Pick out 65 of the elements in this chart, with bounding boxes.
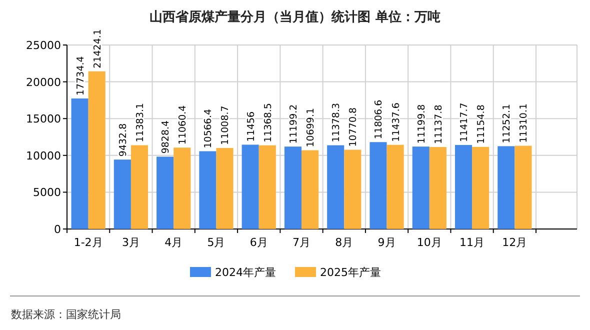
bar: [514, 146, 532, 229]
legend-label: 2024年产量: [215, 266, 276, 279]
data-label: 11456: [246, 111, 257, 142]
x-tick-label: 7月: [292, 236, 310, 249]
x-tick-label: 10月: [416, 236, 442, 249]
chart-title: 山西省原煤产量分月（当月值）统计图 单位：万吨: [150, 9, 440, 25]
data-label: 11310.1: [518, 103, 530, 143]
data-label: 10699.1: [306, 108, 317, 148]
data-label: 10566.4: [203, 108, 214, 148]
data-label: 11806.6: [374, 100, 385, 140]
data-label: 11154.8: [476, 104, 488, 144]
x-tick-label: 5月: [207, 236, 226, 249]
source-note: 数据来源：国家统计局: [11, 308, 121, 321]
bar: [88, 71, 106, 229]
bar: [242, 144, 259, 229]
bar: [454, 144, 472, 229]
bar: [284, 146, 302, 229]
data-label: 11060.4: [178, 105, 189, 145]
bar: [412, 146, 430, 229]
data-label: 10770.8: [348, 107, 360, 147]
y-tick-label: 5000: [33, 186, 61, 200]
y-tick-label: 20000: [26, 76, 61, 89]
x-tick-label: 1-2月: [74, 236, 103, 249]
bar: [258, 145, 276, 229]
bar: [386, 144, 404, 229]
data-label: 11383.1: [134, 102, 146, 142]
bar: [156, 156, 174, 229]
bar: [344, 150, 362, 229]
bar: [174, 148, 191, 229]
bar: [498, 146, 515, 229]
y-tick-label: 10000: [26, 149, 61, 162]
bar: [302, 150, 319, 229]
bar: [472, 146, 490, 229]
data-label: 11417.7: [459, 102, 470, 142]
data-label: 11137.8: [433, 104, 444, 144]
data-label: 9828.4: [160, 120, 172, 154]
data-label: 11437.6: [390, 102, 402, 142]
data-label: 9432.8: [118, 123, 129, 157]
data-label: 21424.1: [92, 29, 104, 68]
bar: [370, 142, 387, 229]
bar: [429, 147, 446, 229]
bar: [199, 151, 216, 229]
y-tick-label: 15000: [26, 112, 61, 126]
data-label: 11199.8: [416, 104, 428, 144]
data-label: 17734.4: [75, 56, 86, 96]
data-label: 11008.7: [220, 106, 232, 145]
data-label: 11199.2: [288, 104, 300, 144]
x-tick-label: 8月: [335, 236, 354, 249]
data-label: 11252.1: [502, 104, 513, 144]
y-tick-label: 25000: [26, 39, 61, 52]
bar: [327, 145, 344, 229]
data-label: 11378.3: [331, 102, 342, 142]
legend-label: 2025年产量: [320, 266, 381, 279]
bar: [130, 145, 148, 229]
x-tick-label: 12月: [502, 236, 528, 249]
bar: [114, 160, 131, 229]
bar: [71, 98, 88, 229]
x-tick-label: 9月: [378, 236, 396, 249]
bar: [216, 148, 234, 229]
y-tick-label: 0: [54, 223, 61, 236]
x-tick-label: 4月: [164, 236, 183, 249]
x-tick-label: 3月: [122, 236, 140, 249]
x-tick-label: 11月: [460, 236, 485, 249]
data-label: 11368.5: [262, 103, 274, 142]
x-tick-label: 6月: [250, 236, 268, 249]
